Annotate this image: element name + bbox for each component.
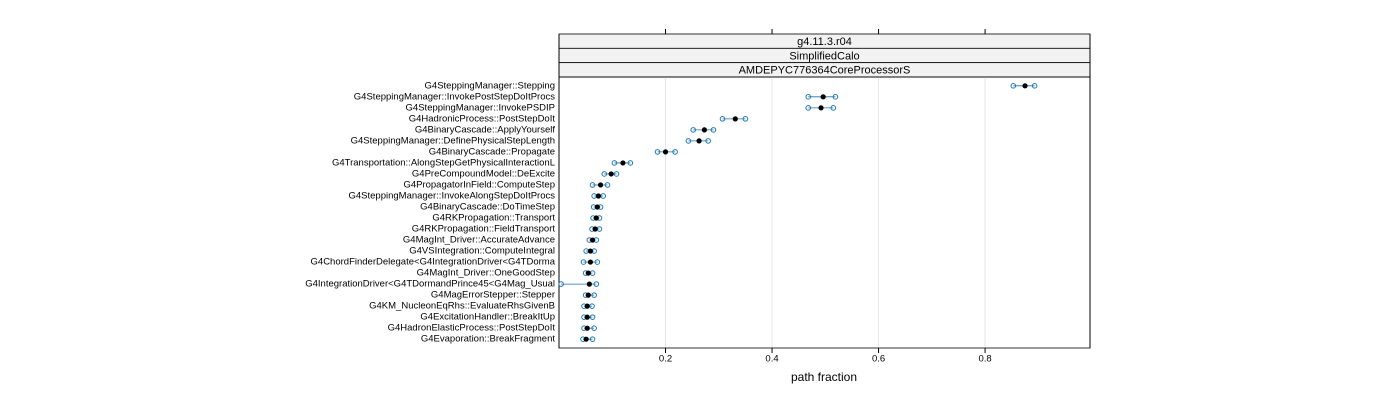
median-dot (696, 138, 702, 144)
y-tick-label: G4RKPropagation::FieldTransport (412, 224, 556, 235)
median-dot (583, 336, 589, 342)
y-tick-label: G4PreCompoundModel::DeExcite (412, 168, 555, 179)
sample-max (627, 160, 634, 166)
x-tick-label: 0.4 (765, 354, 778, 365)
sample-max (613, 171, 620, 177)
y-tick-label: G4Transportation::AlongStepGetPhysicalIn… (332, 157, 555, 168)
median-dot (608, 171, 614, 177)
median-dot (586, 281, 592, 287)
sample-min (805, 105, 812, 111)
sample-max (589, 336, 596, 342)
x-axis-label: path fraction (791, 370, 857, 384)
median-dot (818, 105, 824, 111)
y-tick-label: G4IntegrationDriver<G4TDormandPrince45<G… (305, 279, 555, 290)
y-tick-label: G4ChordFinderDelegate<G4IntegrationDrive… (311, 257, 556, 268)
median-dot (595, 193, 602, 199)
median-dot (592, 226, 598, 232)
y-tick-label: G4ExcitationHandler::BreakItUp (420, 312, 555, 323)
sample-max (832, 94, 839, 100)
x-tick-label: 0.6 (872, 354, 885, 365)
y-tick-label: G4SteppingManager::InvokePostStepDoItPro… (354, 91, 555, 102)
sample-min (654, 149, 661, 155)
sample-min (580, 259, 587, 265)
median-dot (1022, 83, 1028, 89)
y-tick-label: G4MagInt_Driver::AccurateAdvance (403, 235, 555, 246)
sample-min (589, 182, 596, 188)
median-dot (701, 127, 707, 133)
y-tick-label: G4MagInt_Driver::OneGoodStep (417, 268, 555, 279)
sample-max (710, 127, 717, 133)
y-tick-label: G4PropagatorInField::ComputeStep (403, 179, 555, 190)
median-dot (732, 116, 738, 122)
strip-label: AMDEPYC776364CoreProcessorS (739, 65, 911, 77)
y-tick-label: G4MagErrorStepper::Stepper (431, 290, 555, 301)
y-tick-label: G4KM_NucleonEqRhs::EvaluateRhsGivenB (369, 301, 555, 312)
y-tick-label: G4HadronicProcess::PostStepDoIt (409, 113, 556, 124)
sample-min (558, 281, 564, 287)
median-dot (587, 259, 594, 265)
median-dot (585, 292, 591, 298)
y-tick-label: G4RKPropagation::Transport (432, 213, 555, 224)
panel (558, 76, 1091, 349)
sample-max (604, 182, 611, 188)
y-tick-label: G4Evaporation::BreakFragment (421, 334, 555, 345)
median-dot (620, 160, 626, 166)
sample-min (1010, 83, 1017, 89)
median-dot (593, 215, 599, 221)
y-tick-label: G4BinaryCascade::ApplyYourself (415, 124, 555, 135)
y-tick-label: G4SteppingManager::Stepping (425, 80, 555, 91)
sample-max (672, 149, 678, 155)
median-dot (589, 237, 596, 243)
sample-max (591, 292, 597, 298)
median-dot (587, 248, 594, 254)
sample-min (805, 94, 812, 100)
median-dot (597, 182, 604, 188)
sample-max (591, 325, 597, 331)
sample-min (601, 171, 608, 177)
sample-max (589, 314, 596, 320)
median-dot (584, 303, 590, 309)
sample-max (594, 259, 601, 265)
sample-max (1031, 83, 1038, 89)
y-tick-label: G4SteppingManager::InvokeAlongStepDoItPr… (349, 190, 556, 201)
median-dot (594, 204, 600, 210)
sample-max (742, 116, 749, 122)
y-tick-label: G4SteppingManager::InvokePSDIP (406, 102, 555, 113)
y-tick-label: G4VSIntegration::ComputeIntegral (409, 246, 555, 257)
sample-min (719, 116, 726, 122)
y-tick-label: G4HadronElasticProcess::PostStepDoIt (388, 323, 556, 334)
strip-label: g4.11.3.r04 (797, 36, 852, 48)
sample-max (593, 281, 600, 287)
y-tick-label: G4SteppingManager::DefinePhysicalStepLen… (351, 135, 555, 146)
sample-max (705, 138, 711, 144)
x-tick-label: 0.2 (659, 354, 672, 365)
strip-label: SimplifiedCalo (789, 50, 859, 62)
median-dot (584, 314, 590, 320)
sample-min (685, 138, 692, 144)
sample-min (690, 127, 697, 133)
median-dot (662, 149, 669, 155)
sample-min (611, 160, 618, 166)
sample-max (830, 105, 837, 111)
median-dot (584, 325, 590, 331)
x-tick-label: 0.8 (978, 354, 991, 365)
y-tick-label: G4BinaryCascade::DoTimeStep (420, 202, 555, 213)
y-tick-label: G4BinaryCascade::Propagate (429, 146, 555, 157)
median-dot (820, 94, 826, 100)
median-dot (585, 270, 591, 276)
